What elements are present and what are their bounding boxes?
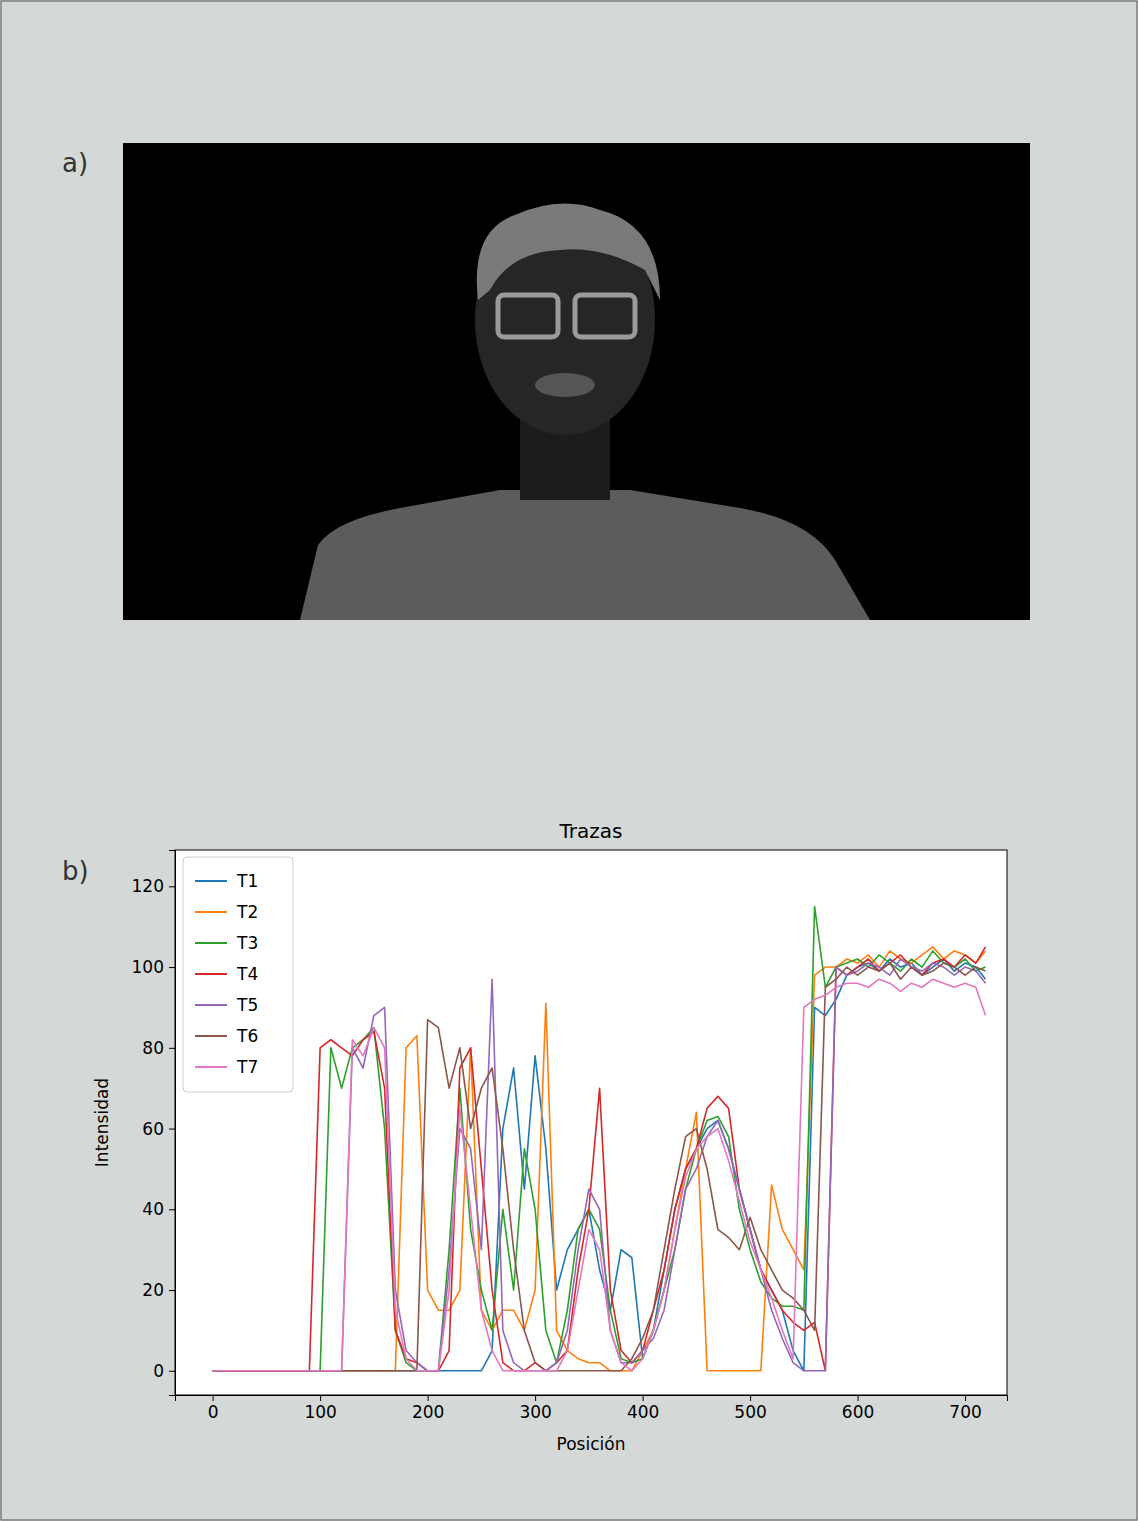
legend-swatch [195,973,227,975]
photo-hair [477,204,660,300]
tick: 100 [304,1395,336,1422]
axis-line [176,1396,1008,1402]
tick-label: 700 [949,1402,981,1422]
tick: 20 [142,1280,175,1300]
tick-mark [428,1395,429,1401]
tick-mark [320,1395,321,1401]
plot-background [175,850,1007,1395]
legend-label: T5 [236,995,258,1015]
tick-label: 120 [132,876,164,896]
legend-label: T7 [236,1057,258,1077]
figure: a) b) 0 100 200 300 400 500 600 700 0 20 40 60 80 100 12… [0,0,1138,1521]
tick-label: 0 [208,1402,219,1422]
legend-swatch [195,880,227,882]
tick-label: 300 [519,1402,551,1422]
y-axis-title: Intensidad [92,1078,112,1167]
tick: 300 [519,1395,551,1422]
x-axis: 0 100 200 300 400 500 600 700 [176,1395,1008,1422]
tick: 400 [627,1395,659,1422]
tick: 80 [142,1038,175,1058]
series-line [213,963,986,1371]
tick-mark [169,886,175,887]
tick-label: 100 [304,1402,336,1422]
panel-label: a) [62,148,88,178]
legend-label: T3 [236,933,258,953]
tick-label: 100 [132,957,164,977]
tick-mark [169,1209,175,1210]
legend-box [183,857,293,1092]
tick-label: 500 [734,1402,766,1422]
tick: 500 [734,1395,766,1422]
photo-mouth [535,373,595,397]
photo-glasses [498,295,558,337]
photo [123,143,1030,620]
series-line [213,959,986,1371]
legend: T1 T2 T3 T4 T5 T6 T7 [183,857,293,1092]
tick: 600 [842,1395,874,1422]
tick: 700 [949,1395,981,1422]
tick-label: 40 [142,1199,164,1219]
legend-swatch [195,942,227,944]
series-line [213,959,986,1371]
series-line [213,947,986,1371]
tick-label: 400 [627,1402,659,1422]
photo-shoulders [300,490,870,620]
tick: 120 [132,876,175,896]
series-group [213,907,986,1371]
figure-background [1,1,1137,1520]
legend-label: T1 [236,871,258,891]
legend-swatch [195,1066,227,1068]
legend-swatch [195,911,227,913]
tick: 40 [142,1199,175,1219]
x-axis-title: Posición [557,1434,626,1454]
tick-label: 200 [412,1402,444,1422]
plot-frame [175,850,1007,1395]
series-line [213,979,986,1371]
tick: 0 [153,1361,175,1381]
tick: 100 [132,957,175,977]
tick: 200 [412,1395,444,1422]
legend-swatch [195,1004,227,1006]
axis-line [169,851,176,1396]
tick-mark [169,1371,175,1372]
legend-label: T2 [236,902,258,922]
legend-label: T6 [236,1026,258,1046]
tick-mark [965,1395,966,1401]
tick-mark [213,1395,214,1401]
tick-mark [750,1395,751,1401]
tick-label: 20 [142,1280,164,1300]
panel-label: b) [62,856,89,886]
tick-mark [169,1290,175,1291]
tick: 0 [208,1395,219,1422]
series-line [213,907,986,1371]
series-line [213,947,986,1371]
tick: 60 [142,1118,175,1138]
photo-glasses [575,295,635,337]
chart-title: Trazas [559,819,623,843]
tick-mark [858,1395,859,1401]
tick-label: 60 [142,1118,164,1138]
legend-label: T4 [236,964,258,984]
tick-label: 80 [142,1038,164,1058]
tick-label: 0 [153,1361,164,1381]
tick-mark [169,1129,175,1130]
legend-swatch [195,1035,227,1037]
tick-mark [535,1395,536,1401]
tick-label: 600 [842,1402,874,1422]
tick-mark [643,1395,644,1401]
tick-mark [169,967,175,968]
y-axis: 0 20 40 60 80 100 120 [132,851,176,1396]
photo-background [123,143,1030,620]
tick-mark [169,1048,175,1049]
